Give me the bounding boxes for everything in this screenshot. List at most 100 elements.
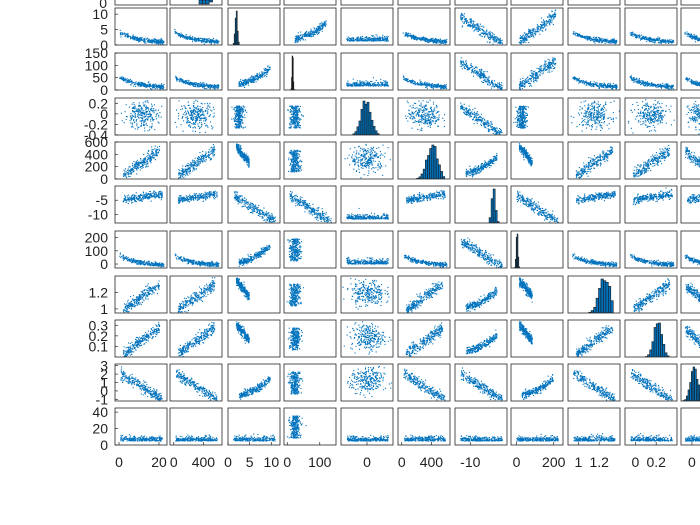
scatter-point xyxy=(409,33,411,35)
scatter-point xyxy=(252,76,254,78)
scatter-point xyxy=(614,84,616,86)
scatter-point xyxy=(256,74,258,77)
scatter-point xyxy=(245,83,247,85)
scatter-point xyxy=(463,66,465,69)
scatter-point xyxy=(413,34,415,36)
scatter-point xyxy=(431,87,433,89)
scatter-point xyxy=(417,83,419,85)
scatter-point xyxy=(207,39,209,42)
scatter-point xyxy=(612,84,614,87)
scatter-point xyxy=(481,28,483,30)
scatter-point xyxy=(143,85,145,87)
scatter-point xyxy=(190,38,192,40)
scatter-point xyxy=(537,27,539,29)
scatter-point xyxy=(304,31,306,34)
scatter-point xyxy=(357,83,359,85)
scatter-point xyxy=(434,39,436,41)
scatter-point xyxy=(537,75,539,77)
scatter-point xyxy=(671,41,673,43)
scatter-point xyxy=(631,33,633,35)
scatter-point xyxy=(379,84,381,86)
scatter-point xyxy=(471,70,473,72)
scatter-point xyxy=(483,72,485,74)
scatter-point xyxy=(613,40,615,42)
scatter-point xyxy=(668,85,670,87)
scatter-point xyxy=(367,38,369,40)
scatter-point xyxy=(665,87,667,89)
scatter-point xyxy=(439,43,441,45)
scatter-point xyxy=(540,70,542,72)
scatter-point xyxy=(549,22,551,24)
scatter-point xyxy=(525,78,527,80)
scatter-point xyxy=(484,78,486,80)
scatter-point xyxy=(498,82,500,84)
scatter-point xyxy=(321,27,323,29)
scatter-point xyxy=(667,40,669,42)
scatter-point xyxy=(295,35,297,38)
scatter-point xyxy=(217,84,219,86)
scatter-point xyxy=(606,85,608,87)
scatter-point xyxy=(152,85,154,87)
scatter-point xyxy=(550,19,552,21)
scatter-point xyxy=(346,84,348,86)
scatter-point xyxy=(435,85,437,87)
scatter-point xyxy=(306,34,308,36)
scatter-point xyxy=(256,75,258,77)
scatter-point xyxy=(541,73,543,75)
scatter-point xyxy=(600,85,602,87)
scatter-point xyxy=(263,68,265,70)
scatter-point xyxy=(208,87,210,89)
scatter-point xyxy=(412,81,414,83)
scatter-point xyxy=(672,85,674,87)
scatter-point xyxy=(179,79,181,81)
scatter-point xyxy=(460,60,462,62)
scatter-point xyxy=(184,37,186,39)
scatter-point xyxy=(213,37,215,39)
scatter-point xyxy=(523,85,525,87)
scatter-point xyxy=(440,40,442,42)
scatter-point xyxy=(431,85,434,87)
scatter-point xyxy=(486,71,488,73)
scatter-point xyxy=(298,37,300,39)
scatter-point xyxy=(195,85,197,87)
scatter-point xyxy=(133,85,135,87)
scatter-point xyxy=(601,82,603,85)
scatter-point xyxy=(213,41,215,44)
scatter-point xyxy=(548,66,550,68)
scatter-point xyxy=(463,22,465,24)
scatter-point xyxy=(410,34,412,36)
scatter-point xyxy=(143,39,145,41)
scatter-point xyxy=(552,62,554,64)
scatter-point xyxy=(353,82,355,84)
scatter-point xyxy=(139,37,141,39)
scatter-point xyxy=(613,38,615,40)
scatter-point xyxy=(663,86,665,88)
scatter-point xyxy=(535,73,537,75)
scatter-point xyxy=(204,39,206,41)
scatter-point xyxy=(440,85,442,87)
scatter-point xyxy=(239,85,241,87)
panel-frame xyxy=(624,7,678,46)
scatter-point xyxy=(605,41,607,43)
scatter-point xyxy=(472,71,474,73)
scatter-point xyxy=(578,33,581,35)
panel xyxy=(685,77,700,87)
scatter-point xyxy=(363,83,365,85)
scatter-point xyxy=(313,33,315,35)
scatter-point xyxy=(216,39,218,41)
scatter-point xyxy=(321,21,323,23)
scatter-point xyxy=(162,85,164,87)
scatter-point xyxy=(380,78,382,80)
scatter-point xyxy=(672,39,674,41)
scatter-point xyxy=(310,32,312,34)
scatter-point xyxy=(203,87,205,89)
scatter-point xyxy=(597,85,599,87)
scatter-point xyxy=(554,63,557,65)
scatter-point xyxy=(470,18,472,20)
scatter-point xyxy=(187,79,189,81)
scatter-point xyxy=(130,80,132,82)
scatter-point xyxy=(633,33,635,35)
scatter-point xyxy=(254,75,256,77)
scatter-point xyxy=(296,35,298,38)
scatter-point xyxy=(139,83,141,85)
